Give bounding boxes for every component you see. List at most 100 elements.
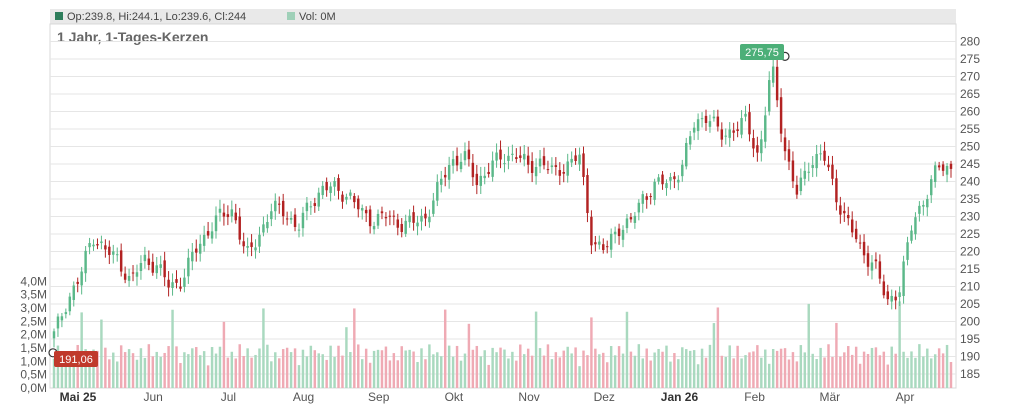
min-price-badge [54,351,98,367]
candle-body [586,175,589,214]
volume-bar [736,345,739,388]
candle-body [416,222,419,227]
price-tick-label: 270 [960,70,980,84]
candle-body [495,152,498,161]
volume-bar [843,352,846,388]
candle-body [155,265,158,274]
volume-bar [80,312,83,388]
candle-body [163,260,166,278]
candle-body [436,182,439,201]
volume-bar [139,348,143,388]
min-price-label: 191,06 [59,354,93,366]
volume-bar [574,347,577,388]
volume-bar [771,349,775,388]
candle-body [764,115,767,142]
volume-tick-label: 3,5M [20,288,47,302]
price-tick-label: 200 [960,315,980,329]
candle-body [424,213,427,219]
volume-bar [388,360,392,388]
grid-lines [50,41,956,375]
volume-bar [487,364,490,388]
candle-body [574,155,577,162]
volume-bar [392,353,396,388]
volume-bar [854,346,858,388]
candle-body [720,129,724,140]
candle-body [811,165,814,168]
candle-body [712,116,716,119]
candle-body [451,159,455,166]
volume-bar [523,354,526,388]
volume-axis: 0,0M0,5M1,0M1,5M2,0M2,5M3,0M3,5M4,0M [20,274,47,395]
volume-bar [250,357,253,388]
price-tick-label: 240 [960,175,980,189]
candle-body [64,312,68,315]
candle-body [384,217,388,219]
price-tick-label: 220 [960,245,980,259]
volume-bar [491,347,494,388]
volume-bar [155,351,158,388]
volume-bar [866,354,870,388]
candle-body [115,254,119,256]
candle-body [487,171,490,175]
volume-bar [226,357,230,388]
candle-body [250,242,253,248]
candle-body [289,217,293,220]
volume-bar [519,344,522,388]
candle-body [870,262,874,271]
volume-bar [242,355,245,388]
candle-body [440,178,443,185]
max-price-marker: 275,75 [740,44,790,61]
candle-body [688,136,692,145]
volume-bar [206,365,210,388]
volume-bar [918,344,921,388]
candle-body [894,296,897,301]
candle-body [202,234,206,246]
volume-bar [910,351,913,388]
candle-body [238,216,241,240]
volume-bar [930,358,933,388]
candle-body [779,97,783,134]
volume-bar [333,356,336,388]
volume-bar [870,347,874,388]
candle-body [325,182,328,191]
volume-bar [542,355,546,388]
candle-body [740,118,743,135]
candle-body [728,129,731,138]
candle-body [775,66,779,101]
candle-body [641,194,645,204]
volume-bar [696,364,700,388]
volume-bar [534,311,538,388]
volume-bar [301,349,305,388]
candle-body [222,212,226,217]
candle-body [68,296,72,312]
price-tick-label: 260 [960,105,980,119]
volume-bar [795,361,799,388]
candle-body [191,252,194,262]
candle-body [159,264,162,268]
price-tick-label: 245 [960,157,980,171]
candle-body [392,215,396,217]
candle-body [898,292,901,298]
volume-bar [115,361,119,388]
volume-bar [590,317,593,388]
volume-bar [874,347,878,388]
volume-bar [554,352,558,388]
volume-bar [661,351,664,388]
volume-bar [677,359,680,388]
candle-body [937,165,941,168]
volume-bar [499,347,502,388]
volume-bar [266,344,269,388]
candle-body [412,212,415,223]
candle-body [143,254,147,262]
chart-title: 1 Jahr, 1-Tages-Kerzen [57,29,208,45]
volume-bar [578,366,581,388]
candle-body [760,139,763,154]
volume-bar [400,346,403,388]
price-tick-label: 190 [960,350,980,364]
candle-body [605,246,609,248]
candle-body [570,158,573,163]
candle-body [187,257,190,277]
price-tick-label: 225 [960,227,980,241]
candle-body [218,208,222,213]
candle-body [621,229,625,240]
